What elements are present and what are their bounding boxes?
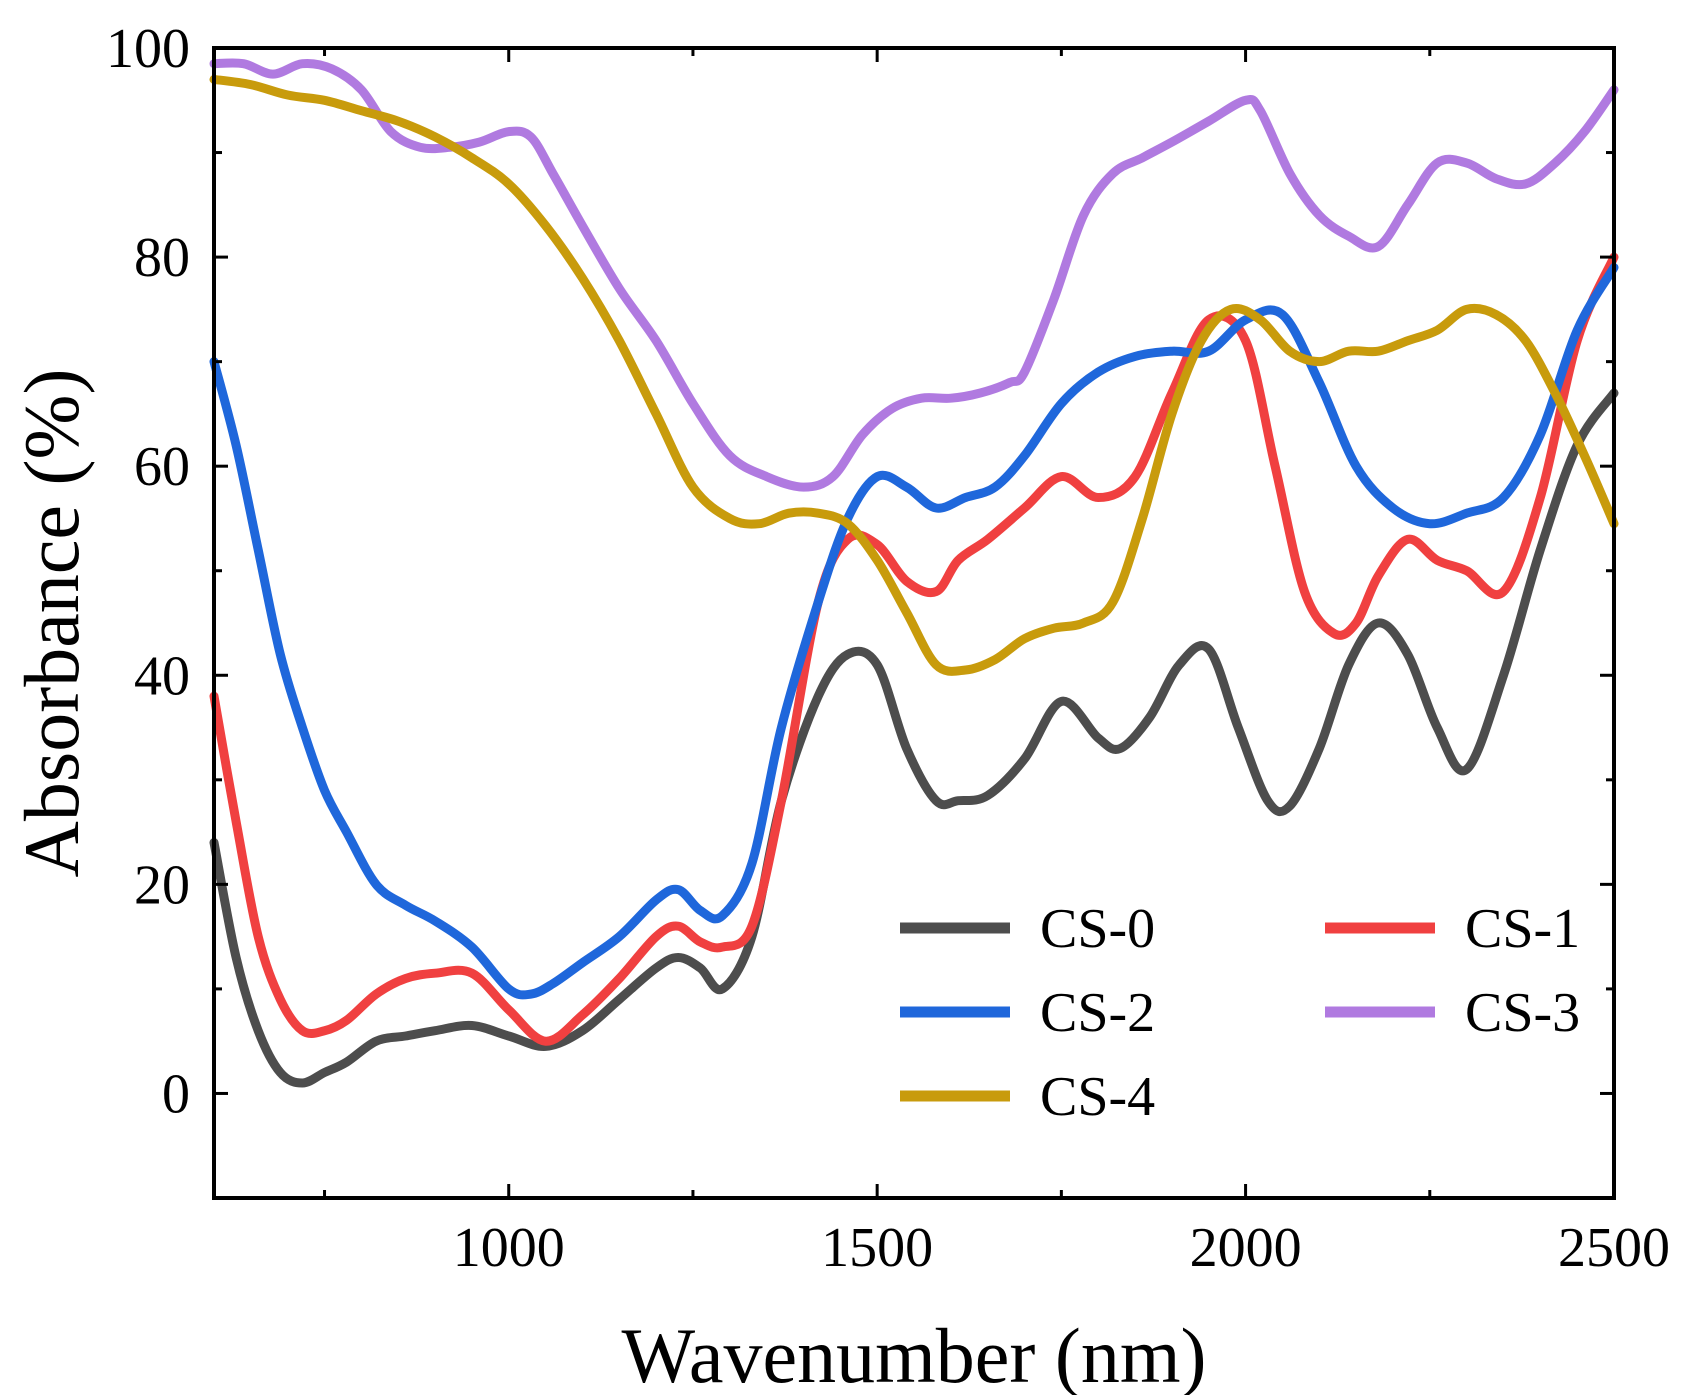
- legend-label-cs-2: CS-2: [1040, 982, 1155, 1044]
- y-tick-label: 20: [134, 854, 190, 916]
- y-tick-label: 80: [134, 227, 190, 289]
- series-line-cs-1: [209, 252, 1619, 1046]
- y-tick-label: 0: [162, 1063, 190, 1125]
- x-tick-label: 1000: [453, 1217, 565, 1279]
- legend-label-cs-0: CS-0: [1040, 898, 1155, 960]
- legend-label-cs-4: CS-4: [1040, 1066, 1155, 1128]
- x-tick-label: 2000: [1190, 1217, 1302, 1279]
- plot-frame: [212, 46, 1616, 1200]
- x-axis-title: Wavenumber (nm): [622, 1312, 1207, 1395]
- series-line-cs-2: [209, 263, 1619, 1000]
- series-line-cs-3: [209, 58, 1619, 492]
- legend-label-cs-1: CS-1: [1465, 898, 1580, 960]
- series-layer: [209, 58, 1619, 1088]
- x-tick-label: 1500: [821, 1217, 933, 1279]
- y-axis-title: Absorbance (%): [8, 369, 95, 878]
- y-tick-label: 40: [134, 645, 190, 707]
- tick-layer: 1000 1500 2000 2500 0 20 40 60 80 100: [106, 18, 1670, 1279]
- y-tick-label: 100: [106, 18, 190, 80]
- series-line-cs-4: [209, 74, 1619, 676]
- legend-label-cs-3: CS-3: [1465, 982, 1580, 1044]
- x-tick-label: 2500: [1558, 1217, 1670, 1279]
- legend: CS-0 CS-1 CS-2 CS-3 CS-4: [900, 898, 1580, 1128]
- y-tick-label: 60: [134, 436, 190, 498]
- series-line-cs-0: [209, 388, 1619, 1088]
